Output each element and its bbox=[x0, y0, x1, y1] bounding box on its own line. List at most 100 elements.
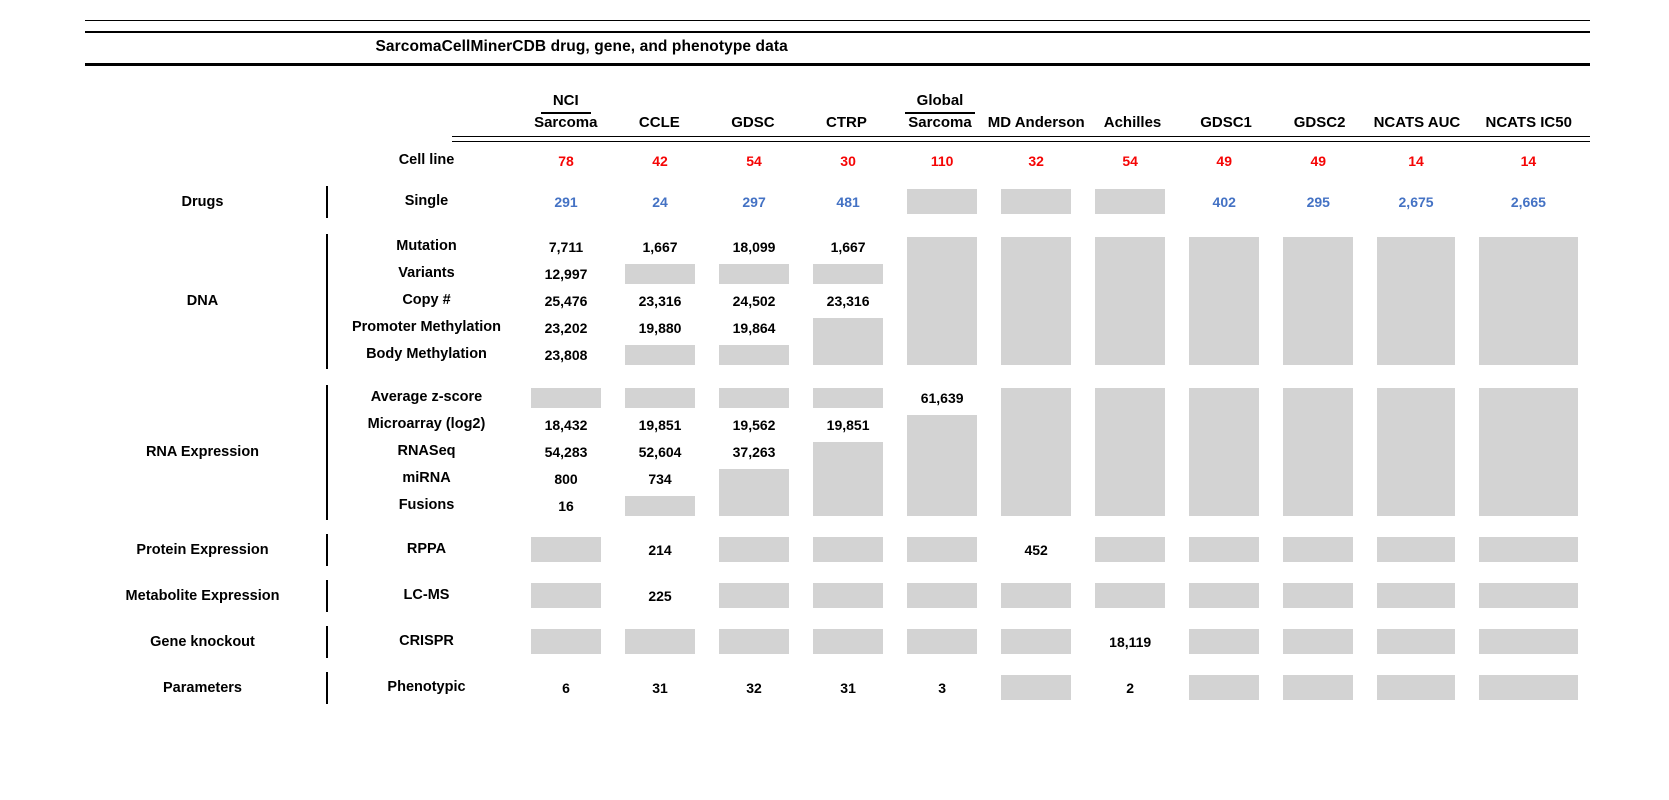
cell-line-count: 14 bbox=[1520, 152, 1537, 169]
no-data-box-fill bbox=[1001, 629, 1072, 654]
no-data-box-fill bbox=[1283, 675, 1354, 700]
no-data-box-fill bbox=[625, 496, 696, 516]
no-data-box-fill bbox=[719, 537, 790, 562]
no-data-box bbox=[707, 580, 801, 612]
no-data-box-fill bbox=[813, 629, 884, 654]
no-data-box-fill bbox=[531, 629, 602, 654]
no-data-box-fill bbox=[813, 264, 884, 284]
row-label-lc-ms: LC-MS bbox=[403, 586, 450, 603]
value-cell: 23,808 bbox=[544, 347, 588, 363]
no-data-box bbox=[801, 580, 895, 612]
no-data-box bbox=[895, 234, 989, 369]
no-data-box bbox=[1271, 385, 1365, 520]
no-data-box bbox=[1271, 580, 1365, 612]
column-header-achilles: Achilles bbox=[1086, 92, 1180, 133]
no-data-box-fill bbox=[813, 537, 884, 562]
no-data-box-fill bbox=[1283, 537, 1354, 562]
header-label: MD Anderson bbox=[987, 113, 1085, 131]
no-data-box bbox=[1365, 580, 1467, 612]
no-data-box-fill bbox=[625, 629, 696, 654]
section-metabolite-expression: Metabolite Expression LC-MS 225 bbox=[85, 579, 1590, 612]
no-data-box bbox=[613, 342, 707, 369]
category-label-metabolite-expression: Metabolite Expression bbox=[125, 587, 280, 604]
no-data-box bbox=[1365, 385, 1467, 520]
no-data-box bbox=[519, 580, 613, 612]
no-data-box-fill bbox=[1001, 189, 1072, 214]
column-header-ncats-auc: NCATS AUC bbox=[1366, 92, 1467, 133]
no-data-box-fill bbox=[907, 415, 978, 516]
no-data-box-fill bbox=[1189, 237, 1260, 365]
title-band: SarcomaCellMinerCDB drug, gene, and phen… bbox=[85, 31, 1590, 66]
no-data-box bbox=[895, 626, 989, 658]
value-cell: 18,119 bbox=[1109, 633, 1152, 650]
section-drugs: Drugs Single 291 24 297 481 402 295 2,675 2,665 bbox=[85, 185, 1590, 218]
top-outer-rule bbox=[85, 20, 1590, 21]
no-data-box bbox=[613, 493, 707, 520]
no-data-box bbox=[1365, 626, 1467, 658]
no-data-box bbox=[707, 385, 801, 412]
section-protein-expression: Protein Expression RPPA 214 452 bbox=[85, 533, 1590, 566]
no-data-box bbox=[989, 234, 1083, 369]
header-label: GDSC bbox=[731, 113, 775, 131]
value-cell: 23,316 bbox=[826, 293, 870, 309]
no-data-box bbox=[613, 626, 707, 658]
value-cell: 24,502 bbox=[732, 293, 776, 309]
header-line2: Sarcoma bbox=[534, 113, 598, 131]
column-headers: NCI Sarcoma CCLE GDSC CTRP Global Sarcoma MD An… bbox=[85, 92, 1590, 142]
no-data-box-fill bbox=[1095, 388, 1166, 516]
column-header-md-anderson: MD Anderson bbox=[987, 92, 1086, 133]
no-data-box bbox=[989, 580, 1083, 612]
no-data-box-fill bbox=[625, 388, 696, 408]
value-cell: 37,263 bbox=[732, 444, 776, 460]
no-data-box-fill bbox=[719, 469, 790, 516]
section-divider-bar bbox=[326, 185, 328, 218]
category-label-gene-knockout: Gene knockout bbox=[150, 633, 255, 650]
header-label: GDSC2 bbox=[1293, 113, 1346, 131]
category-label-parameters: Parameters bbox=[163, 679, 242, 696]
value-cell: 2,665 bbox=[1510, 193, 1546, 210]
value-cell: 25,476 bbox=[544, 293, 588, 309]
row-label-single: Single bbox=[404, 192, 449, 209]
no-data-box-fill bbox=[1377, 388, 1455, 516]
no-data-box-fill bbox=[1478, 675, 1578, 700]
no-data-box bbox=[1365, 234, 1467, 369]
no-data-box bbox=[1177, 626, 1271, 658]
value-cell: 16 bbox=[558, 498, 574, 514]
value-cell: 18,432 bbox=[544, 417, 588, 433]
no-data-box-fill bbox=[1283, 583, 1354, 608]
no-data-box-fill bbox=[1283, 629, 1354, 654]
no-data-box-fill bbox=[531, 583, 602, 608]
column-header-gdsc: GDSC bbox=[706, 92, 800, 133]
table-body: Drugs Single 291 24 297 481 402 295 2,675 2,665 DN… bbox=[85, 185, 1590, 704]
value-cell: 23,316 bbox=[638, 293, 682, 309]
value-cell: 1,667 bbox=[642, 239, 678, 255]
value-cell: 734 bbox=[648, 471, 672, 487]
no-data-box bbox=[801, 315, 895, 369]
no-data-box-fill bbox=[907, 537, 978, 562]
no-data-box bbox=[519, 534, 613, 566]
no-data-box bbox=[1271, 534, 1365, 566]
no-data-box-fill bbox=[719, 583, 790, 608]
no-data-box bbox=[989, 672, 1083, 704]
no-data-box bbox=[1365, 534, 1467, 566]
value-cell: 54,283 bbox=[544, 444, 588, 460]
header-line1: NCI bbox=[540, 92, 591, 114]
no-data-box-fill bbox=[813, 388, 884, 408]
column-header-nci-sarcoma: NCI Sarcoma bbox=[519, 92, 613, 133]
value-cell: 214 bbox=[648, 541, 672, 558]
cell-line-count: 78 bbox=[558, 152, 574, 169]
value-cell: 6 bbox=[562, 679, 570, 696]
no-data-box-fill bbox=[907, 629, 978, 654]
no-data-box-fill bbox=[1478, 583, 1578, 608]
no-data-box-fill bbox=[1095, 583, 1166, 608]
no-data-box bbox=[1083, 234, 1177, 369]
no-data-box-fill bbox=[1001, 583, 1072, 608]
header-label: NCATS IC50 bbox=[1485, 113, 1572, 131]
value-cell: 12,997 bbox=[544, 266, 588, 282]
header-label: Achilles bbox=[1103, 113, 1162, 131]
no-data-box bbox=[1467, 234, 1590, 369]
no-data-box-fill bbox=[1189, 583, 1260, 608]
no-data-box-fill bbox=[1478, 237, 1578, 365]
section-divider-bar bbox=[326, 384, 328, 520]
no-data-box-fill bbox=[1478, 388, 1578, 516]
